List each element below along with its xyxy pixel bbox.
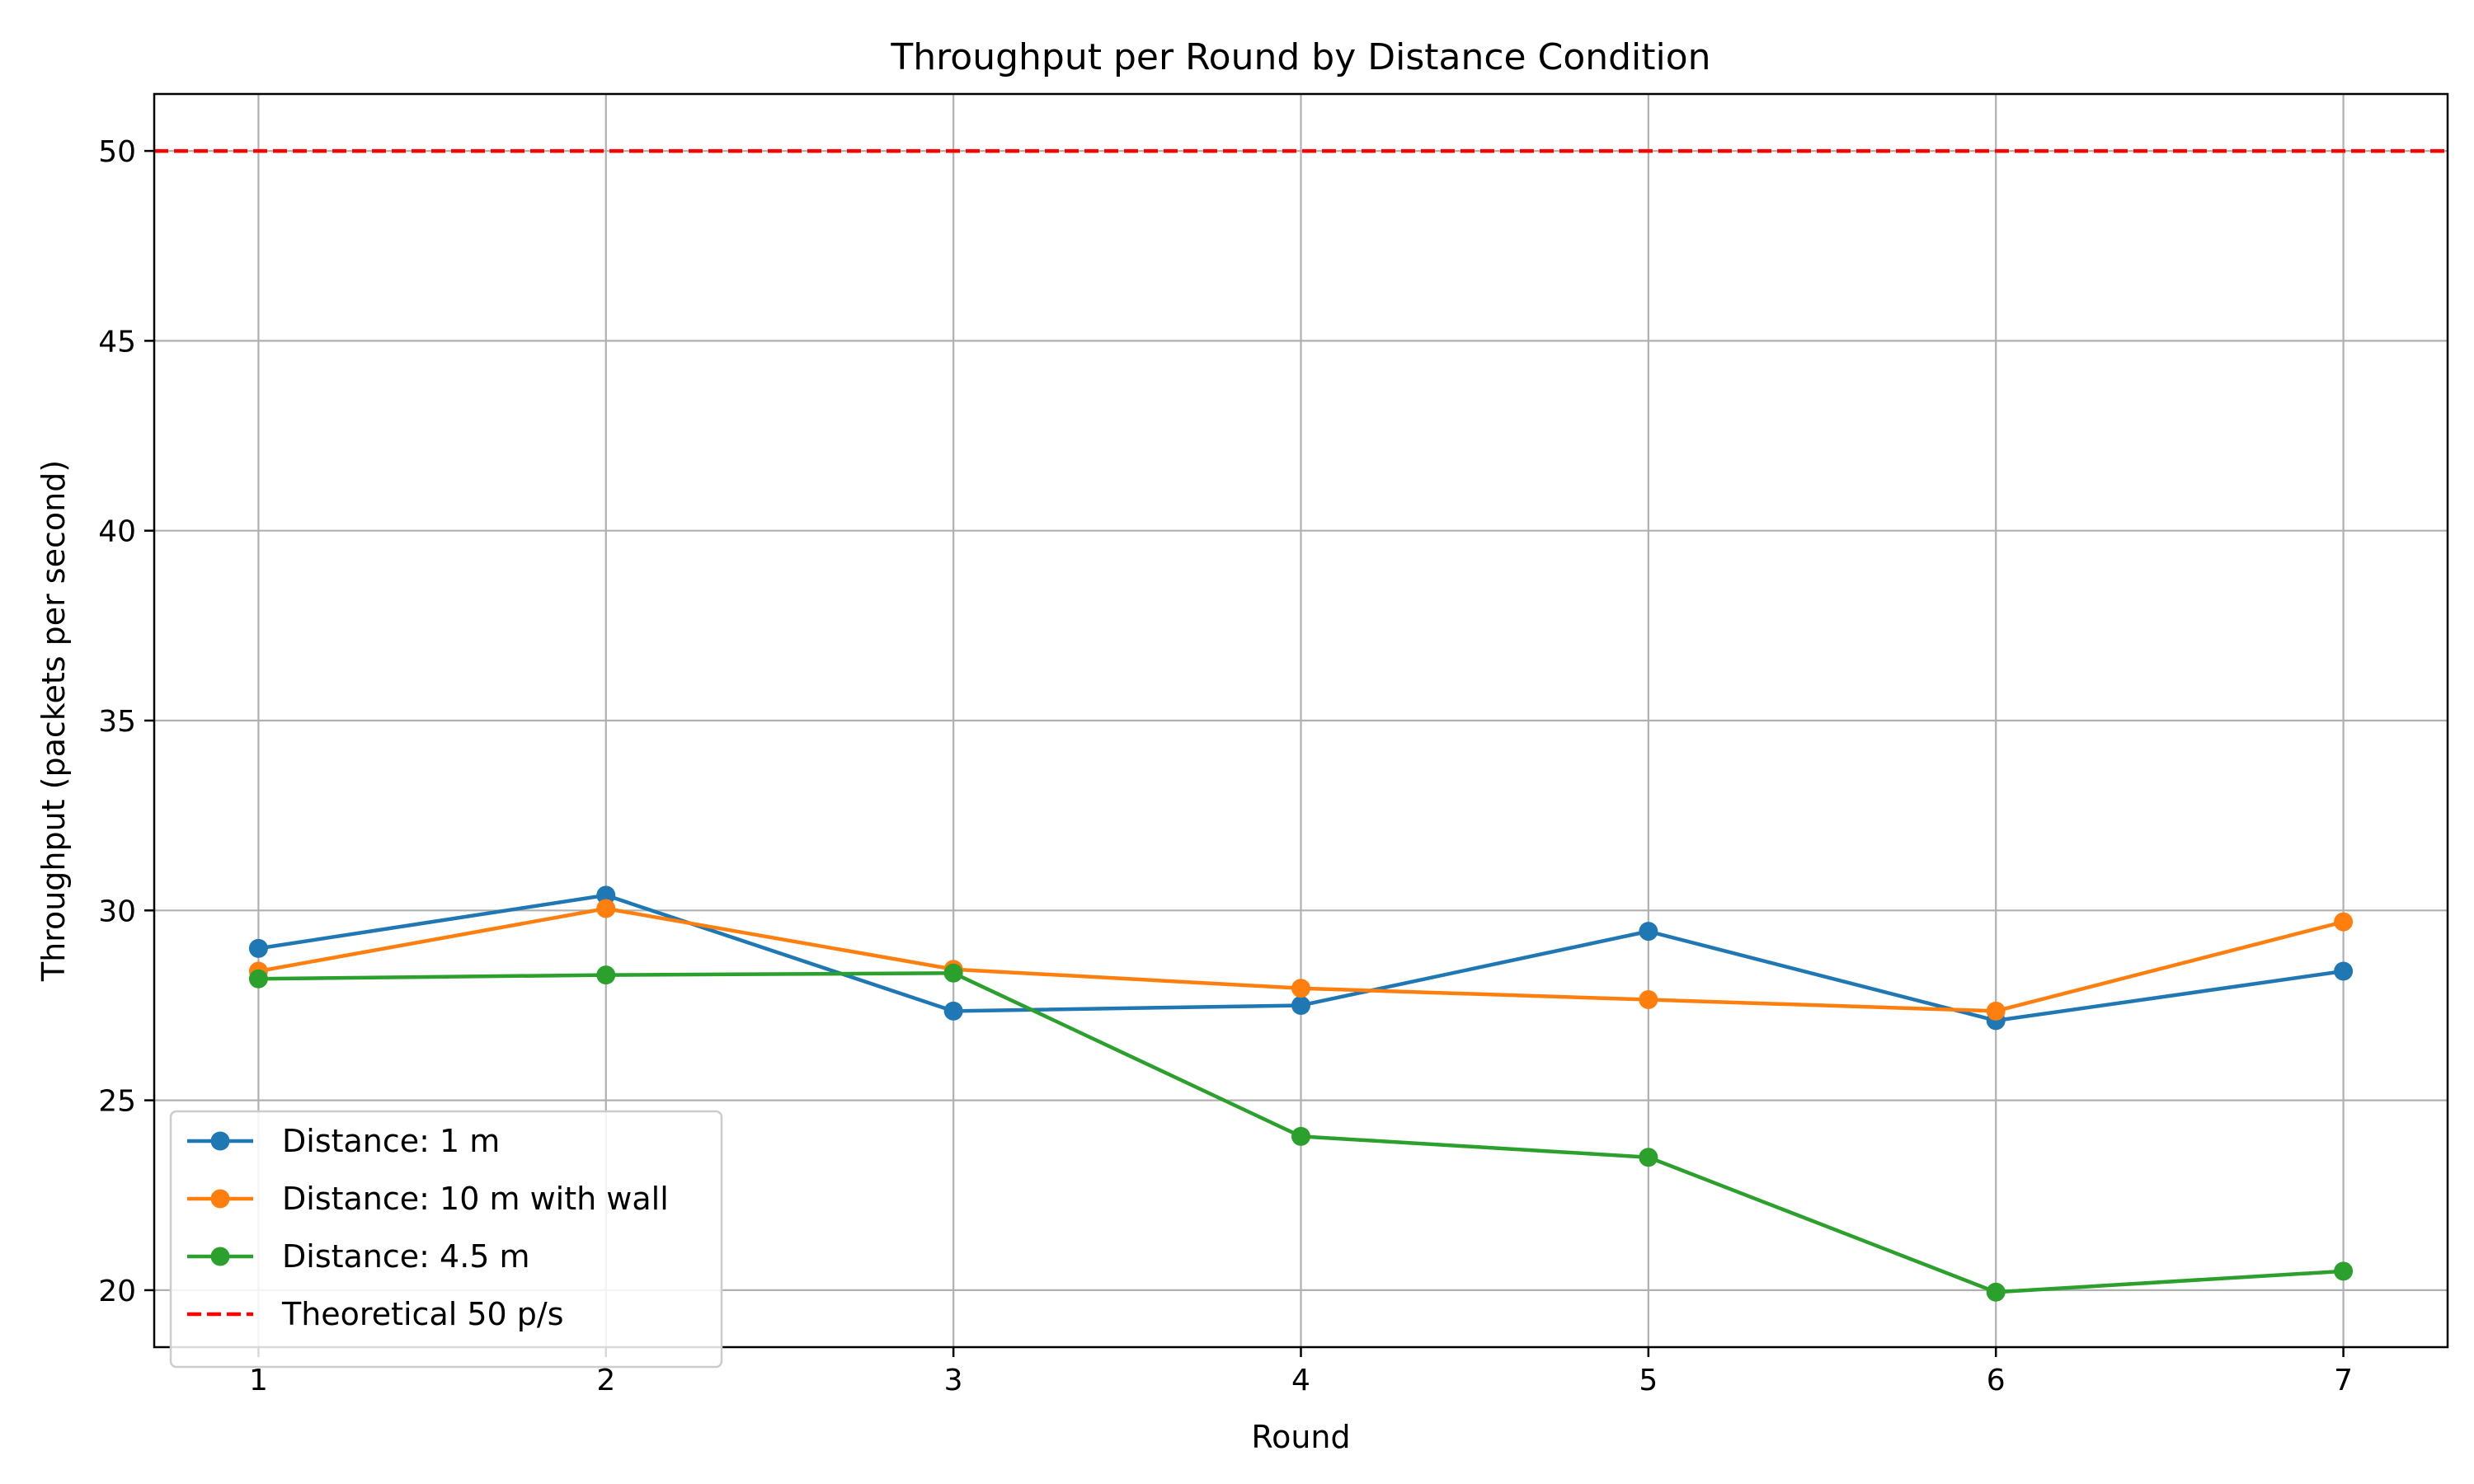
x-tick-label: 1 (249, 1364, 268, 1397)
series-2-point (1291, 979, 1310, 998)
series-3-point (943, 963, 963, 983)
legend: Distance: 1 m Distance: 10 m with wall Dis… (169, 1110, 723, 1369)
x-axis-label: Round (1251, 1419, 1350, 1455)
series-3-point (1639, 1148, 1658, 1167)
legend-entry-label: Distance: 4.5 m (282, 1238, 530, 1275)
series-1-point (596, 885, 616, 905)
series-1-point (248, 938, 268, 958)
y-tick-label: 30 (98, 895, 136, 928)
legend-swatch-marker (210, 1131, 230, 1151)
x-tick-label: 4 (1291, 1364, 1310, 1397)
series-3-point (2334, 1261, 2354, 1281)
y-tick-label: 25 (98, 1085, 136, 1119)
series-1-point (2334, 961, 2354, 981)
legend-entry-label: Distance: 10 m with wall (282, 1181, 669, 1217)
series-1-point (1639, 922, 1658, 942)
legend-swatch-marker (210, 1247, 230, 1266)
chart-title: Throughput per Round by Distance Conditi… (890, 36, 1710, 78)
x-tick-label: 2 (596, 1364, 615, 1397)
x-tick-label: 3 (944, 1364, 963, 1397)
series-2-point (1639, 990, 1658, 1010)
y-tick-label: 50 (98, 135, 136, 169)
series-3-point (1291, 1126, 1310, 1146)
series-3-point (1986, 1282, 2006, 1302)
y-axis-label: Throughput (packets per second) (35, 460, 72, 982)
x-tick-label: 5 (1639, 1364, 1658, 1397)
legend-swatch-marker (210, 1189, 230, 1209)
y-tick-label: 45 (98, 325, 136, 359)
legend-entry-label: Theoretical 50 p/s (281, 1296, 564, 1332)
legend-box (169, 1110, 723, 1369)
y-tick-label: 40 (98, 515, 136, 549)
series-2-point (2334, 912, 2354, 932)
series-3-point (596, 965, 616, 985)
series-1-point (1291, 995, 1310, 1015)
y-tick-label: 35 (98, 705, 136, 739)
x-tick-label: 7 (2334, 1364, 2353, 1397)
y-tick-label: 20 (98, 1275, 136, 1308)
series-2-point (1986, 1001, 2006, 1021)
x-tick-label: 6 (1987, 1364, 2006, 1397)
legend-entry-label: Distance: 1 m (282, 1123, 500, 1159)
series-lines (248, 885, 2354, 1302)
series-1-point (943, 1001, 963, 1021)
series-3-point (248, 969, 268, 989)
series-2-point (596, 899, 616, 918)
